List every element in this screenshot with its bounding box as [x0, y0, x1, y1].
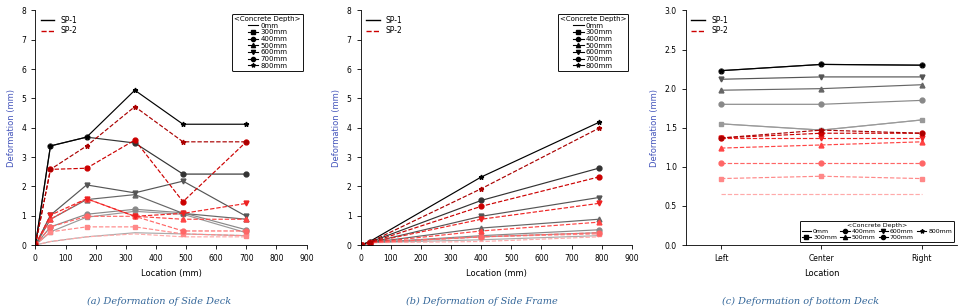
- Y-axis label: Deformation (mm): Deformation (mm): [650, 89, 659, 167]
- Legend: 0mm, 300mm, 400mm, 500mm, 600mm, 700mm, 800mm: 0mm, 300mm, 400mm, 500mm, 600mm, 700mm, …: [800, 221, 954, 242]
- X-axis label: Location: Location: [804, 269, 840, 278]
- Text: (a) Deformation of Side Deck: (a) Deformation of Side Deck: [87, 297, 231, 306]
- Legend: 0mm, 300mm, 400mm, 500mm, 600mm, 700mm, 800mm: 0mm, 300mm, 400mm, 500mm, 600mm, 700mm, …: [557, 14, 629, 71]
- Text: (b) Deformation of Side Frame: (b) Deformation of Side Frame: [406, 297, 558, 306]
- Legend: 0mm, 300mm, 400mm, 500mm, 600mm, 700mm, 800mm: 0mm, 300mm, 400mm, 500mm, 600mm, 700mm, …: [232, 14, 303, 71]
- X-axis label: Location (mm): Location (mm): [466, 269, 526, 278]
- Text: (c) Deformation of bottom Deck: (c) Deformation of bottom Deck: [722, 297, 878, 306]
- Y-axis label: Deformation (mm): Deformation (mm): [7, 89, 16, 167]
- X-axis label: Location (mm): Location (mm): [141, 269, 201, 278]
- Y-axis label: Deformation (mm): Deformation (mm): [333, 89, 341, 167]
